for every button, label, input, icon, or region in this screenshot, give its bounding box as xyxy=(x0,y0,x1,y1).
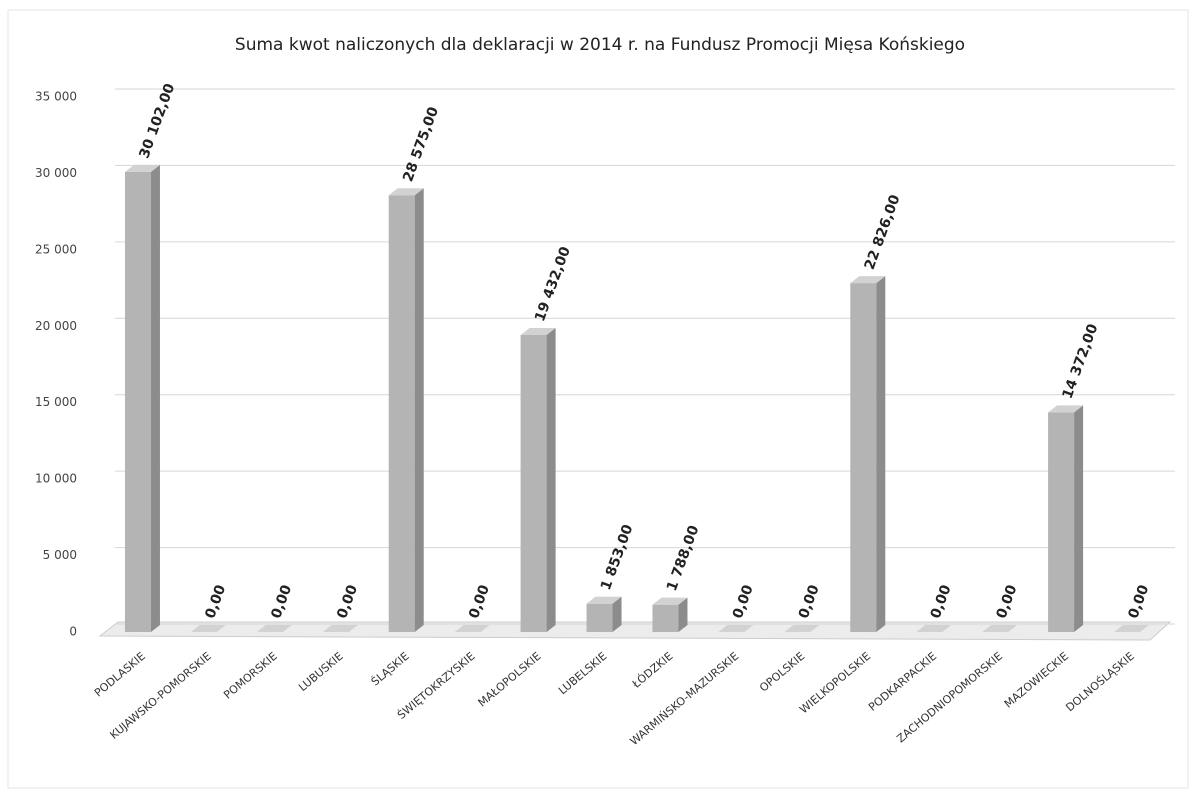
bar-top xyxy=(256,625,292,632)
bar-top xyxy=(784,625,820,632)
bar-top xyxy=(982,625,1018,632)
bar-top xyxy=(850,276,886,284)
bar xyxy=(916,625,952,632)
bar xyxy=(586,596,622,632)
bar xyxy=(124,164,160,632)
bar-side xyxy=(876,276,886,632)
bar xyxy=(454,625,490,632)
bar xyxy=(850,276,886,632)
bar-side xyxy=(1074,405,1084,632)
bar-side xyxy=(612,596,622,632)
floor xyxy=(98,621,1172,641)
bar-top xyxy=(454,625,490,632)
bar xyxy=(1048,405,1084,632)
bar xyxy=(1114,625,1150,632)
bar-top xyxy=(652,597,688,605)
chart-frame xyxy=(7,9,1189,789)
y-tick-label: 20 000 xyxy=(35,319,77,333)
y-tick-label: 0 xyxy=(69,625,77,639)
bar-top xyxy=(916,625,952,632)
bar-front xyxy=(124,171,151,632)
bar-top xyxy=(718,625,754,632)
y-tick-label: 35 000 xyxy=(35,90,77,104)
bar-front xyxy=(520,334,547,632)
bar xyxy=(190,625,226,632)
bar-top xyxy=(586,596,622,604)
bar xyxy=(982,625,1018,632)
bar-top xyxy=(1048,405,1084,413)
y-tick-label: 25 000 xyxy=(35,242,77,256)
bar-side xyxy=(414,188,424,633)
bar xyxy=(784,625,820,632)
bar-top xyxy=(124,164,160,172)
bar xyxy=(256,625,292,632)
bar-top xyxy=(520,327,556,335)
bar-front xyxy=(1048,412,1075,632)
bar-side xyxy=(150,164,160,632)
y-tick-label: 15 000 xyxy=(35,395,77,409)
bar-top xyxy=(190,625,226,632)
bar-front xyxy=(586,603,613,632)
y-tick-label: 30 000 xyxy=(35,166,77,180)
bar xyxy=(322,625,358,632)
bar-top xyxy=(322,625,358,632)
bar-front xyxy=(850,283,877,632)
bar-front xyxy=(652,604,679,632)
bar-side xyxy=(546,327,556,632)
bar xyxy=(388,188,424,633)
chart-title: Suma kwot naliczonych dla deklaracji w 2… xyxy=(235,35,965,55)
bar xyxy=(520,327,556,632)
bar xyxy=(718,625,754,632)
y-tick-label: 10 000 xyxy=(35,472,77,486)
bar-top xyxy=(1114,625,1150,632)
bar-top xyxy=(388,188,424,196)
y-tick-label: 5 000 xyxy=(43,548,77,562)
bar xyxy=(652,597,688,632)
bar-side xyxy=(678,597,688,632)
bar-front xyxy=(388,195,415,633)
